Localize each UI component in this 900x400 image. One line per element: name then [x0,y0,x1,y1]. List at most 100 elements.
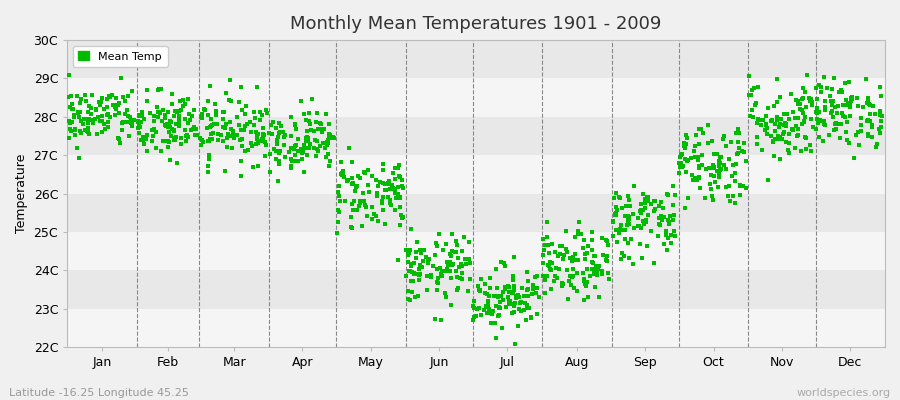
Point [416,258,430,264]
Point [61,118,76,124]
Point [634,207,648,214]
Point [388,206,402,213]
Point [202,156,216,162]
Point [101,124,115,130]
Point [337,172,351,178]
Point [500,283,515,289]
Point [362,188,376,195]
Point [815,137,830,144]
Point [438,241,453,248]
Point [688,175,702,181]
Point [97,121,112,128]
Point [357,170,372,176]
Point [738,185,752,191]
Point [435,273,449,280]
Point [407,270,421,276]
Point [310,110,324,116]
Point [511,294,526,300]
Bar [68,232,885,270]
Point [219,120,233,127]
Point [454,275,469,282]
Point [202,124,217,130]
Point [163,118,177,124]
Point [746,114,760,120]
Point [439,268,454,274]
Point [239,121,254,128]
Point [107,104,122,110]
Point [577,297,591,304]
Point [92,99,106,106]
Point [609,207,624,213]
Point [206,120,220,127]
Point [472,304,486,311]
Point [384,202,399,209]
Point [492,312,507,318]
Point [701,165,716,171]
Point [271,177,285,184]
Point [565,258,580,264]
Point [396,185,410,192]
Point [433,264,447,271]
Point [446,261,460,267]
Point [294,150,309,156]
Point [844,98,859,105]
Point [743,92,758,98]
Point [77,92,92,98]
Point [160,138,175,144]
Point [94,102,108,108]
Point [411,276,426,283]
Point [226,130,240,136]
Point [454,270,469,276]
Point [112,100,127,107]
Point [557,252,572,258]
Point [873,130,887,136]
Point [267,146,282,152]
Point [287,122,302,128]
Point [132,120,147,126]
Point [810,110,824,116]
Point [60,94,75,100]
Point [321,151,336,157]
Point [375,200,390,207]
Point [302,145,317,151]
Point [567,250,581,257]
Point [163,157,177,163]
Point [789,123,804,130]
Point [434,270,448,277]
Point [614,222,628,228]
Point [160,121,175,128]
Point [868,111,883,118]
Point [832,89,846,96]
Point [204,116,219,122]
Point [276,134,291,140]
Point [161,144,176,150]
Point [112,100,126,106]
Point [346,180,360,186]
Point [348,188,363,194]
Point [247,121,261,128]
Point [66,105,80,112]
Point [502,289,517,296]
Point [350,206,365,213]
Point [692,141,706,147]
Point [320,140,335,146]
Point [530,285,544,291]
Point [238,103,253,109]
Point [349,183,364,190]
Point [612,230,626,236]
Point [796,120,810,127]
Point [613,194,627,201]
Point [672,160,687,166]
Point [638,204,652,211]
Point [801,95,815,102]
Point [148,144,163,151]
Point [450,242,464,248]
Point [140,132,154,139]
Point [788,114,803,121]
Point [443,268,457,274]
Point [770,117,784,123]
Point [220,134,234,141]
Point [454,275,468,281]
Point [147,118,161,124]
Point [774,136,788,142]
